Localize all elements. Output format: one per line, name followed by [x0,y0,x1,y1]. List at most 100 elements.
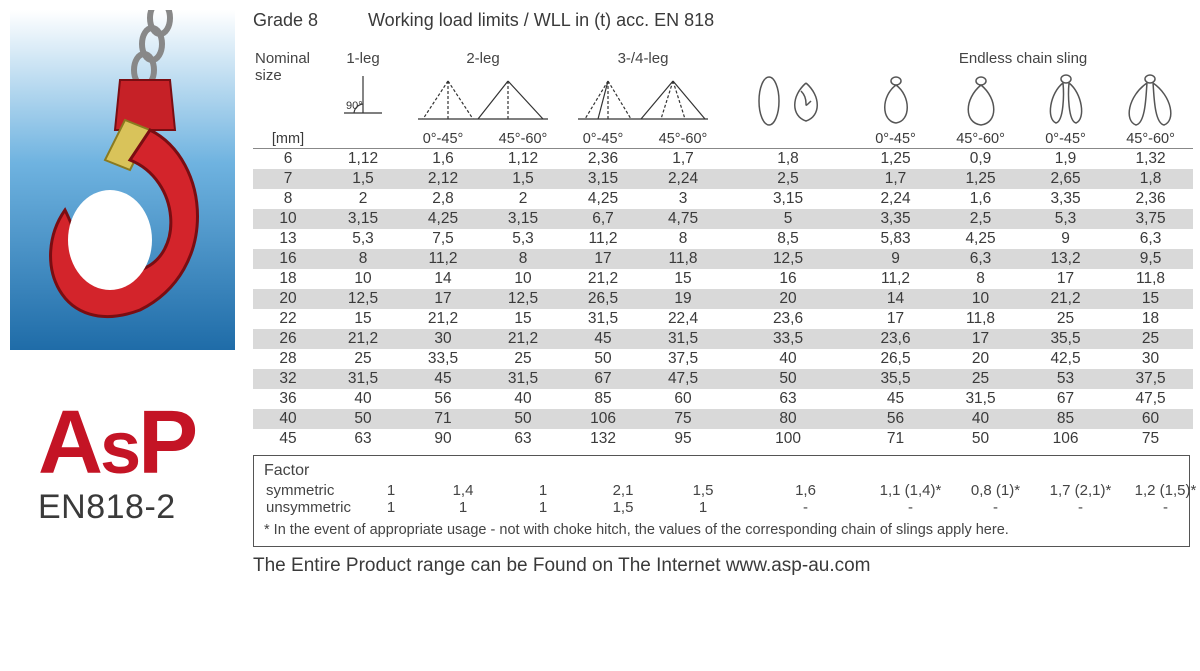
table-cell: 4,75 [643,209,723,229]
hdr-a4: 45°-60° [643,130,723,149]
table-cell: 21,2 [403,309,483,329]
table-cell: 15 [483,309,563,329]
page: AsP EN818-2 Grade 8 Working load limits … [0,0,1200,577]
hdr-a8: 45°-60° [1108,130,1193,149]
table-cell: 21,2 [1023,289,1108,309]
table-cell: 3,15 [563,169,643,189]
table-cell: 10 [483,269,563,289]
factor-cell: 1,2 (1,5)* [1123,482,1200,499]
table-cell: 10 [938,289,1023,309]
table-cell: 5,3 [1023,209,1108,229]
hdr-a5: 0°-45° [853,130,938,149]
table-cell: 2,5 [723,169,853,189]
table-cell: 1,25 [938,169,1023,189]
table-cell: 45 [853,389,938,409]
table-row: 3231,54531,56747,55035,5255337,5 [253,369,1193,389]
table-cell: 31,5 [643,329,723,349]
table-cell: 33,5 [403,349,483,369]
table-cell: 13,2 [1023,249,1108,269]
table-cell: 2,24 [643,169,723,189]
table-cell: 1,5 [483,169,563,189]
table-cell: 85 [1023,409,1108,429]
table-cell: 60 [1108,409,1193,429]
table-cell: 40 [723,349,853,369]
table-cell: 3,15 [723,189,853,209]
table-cell: 33,5 [723,329,853,349]
factor-note: * In the event of appropriate usage - no… [264,522,1179,538]
factor-cell: 1,6 [743,482,868,499]
table-cell: 11,2 [563,229,643,249]
table-cell: 31,5 [323,369,403,389]
table-cell: 12,5 [723,249,853,269]
table-cell: 100 [723,429,853,449]
hdr-nominal-2: size [255,67,282,84]
table-cell: 15 [323,309,403,329]
table-cell: 26,5 [563,289,643,309]
factor-cell: - [1123,499,1200,516]
table-cell: 22,4 [643,309,723,329]
svg-text:90°: 90° [346,100,363,112]
factor-cell: 1,5 [663,482,743,499]
table-cell: 17 [563,249,643,269]
factor-cell: 1,7 (2,1)* [1038,482,1123,499]
table-row: 282533,5255037,54026,52042,530 [253,349,1193,369]
factor-cell: 1 [503,499,583,516]
factor-cell: 1,4 [423,482,503,499]
table-row: 1810141021,2151611,281711,8 [253,269,1193,289]
table-row: 103,154,253,156,74,7553,352,55,33,75 [253,209,1193,229]
table-cell: 17 [938,329,1023,349]
table-cell: 3,75 [1108,209,1193,229]
table-cell: 8 [323,249,403,269]
table-cell: 90 [403,429,483,449]
table-cell: 5,3 [483,229,563,249]
table-cell: 8 [643,229,723,249]
table-cell: 25 [483,349,563,369]
table-cell: 10 [253,209,323,229]
table-row: 2621,23021,24531,533,523,61735,525 [253,329,1193,349]
table-cell: 36 [253,389,323,409]
diagram-endless-c [1023,68,1108,130]
table-cell: 31,5 [563,309,643,329]
table-cell: 63 [723,389,853,409]
table-cell: 15 [643,269,723,289]
wll-table: Nominal size 1-leg 2-leg 3-/4-leg Endles… [253,49,1193,449]
hdr-a1: 0°-45° [403,130,483,149]
factor-cell: 2,1 [583,482,663,499]
table-row: 16811,281711,812,596,313,29,5 [253,249,1193,269]
title-text: Working load limits / WLL in (t) acc. EN… [368,10,714,30]
table-row: 61,121,61,122,361,71,81,250,91,91,32 [253,149,1193,170]
table-cell: 4,25 [403,209,483,229]
hdr-34leg: 3-/4-leg [563,49,723,68]
table-cell: 17 [403,289,483,309]
table-row: 135,37,55,311,288,55,834,2596,3 [253,229,1193,249]
table-cell: 11,8 [938,309,1023,329]
factor-cell: - [953,499,1038,516]
factor-table: symmetric11,412,11,51,61,1 (1,4)*0,8 (1)… [264,482,1200,516]
table-cell: 56 [403,389,483,409]
table-cell: 1,5 [323,169,403,189]
table-cell: 6,7 [563,209,643,229]
table-cell: 45 [563,329,643,349]
factor-title: Factor [264,462,1179,480]
factor-box: Factor symmetric11,412,11,51,61,1 (1,4)*… [253,455,1190,547]
table-cell: 50 [323,409,403,429]
table-cell: 8,5 [723,229,853,249]
table-cell: 60 [643,389,723,409]
factor-cell: 0,8 (1)* [953,482,1038,499]
table-cell: 37,5 [1108,369,1193,389]
table-cell: 5,83 [853,229,938,249]
table-cell: 19 [643,289,723,309]
diagram-endless-b [938,68,1023,130]
table-cell: 1,9 [1023,149,1108,170]
table-cell: 8 [253,189,323,209]
table-cell: 20 [723,289,853,309]
factor-cell: 1 [359,499,423,516]
table-cell: 56 [853,409,938,429]
factor-label: unsymmetric [264,499,359,516]
table-cell: 8 [483,249,563,269]
hdr-a7: 0°-45° [1023,130,1108,149]
footer-text: The Entire Product range can be Found on… [253,555,1190,577]
product-hook-image [10,10,235,350]
table-cell: 3,15 [483,209,563,229]
table-row: 40507150106758056408560 [253,409,1193,429]
